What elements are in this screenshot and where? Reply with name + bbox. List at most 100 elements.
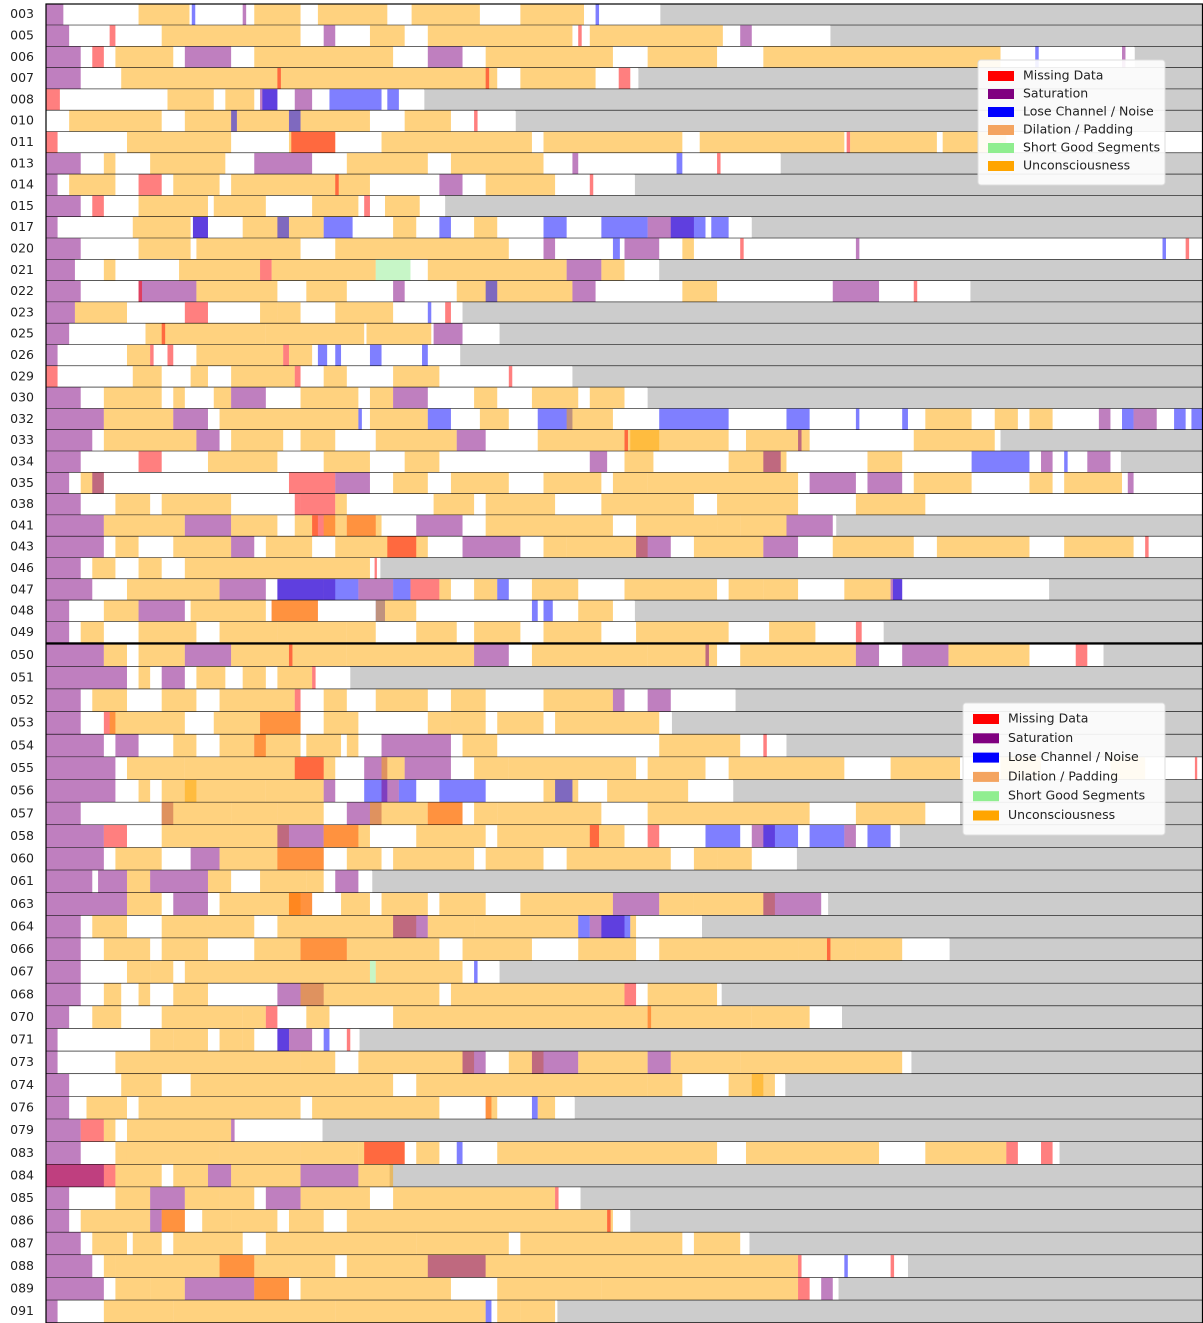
- segment: [288, 110, 301, 132]
- segment: [647, 825, 660, 848]
- segment: [161, 493, 232, 516]
- segment: [231, 1209, 278, 1233]
- segment: [607, 779, 689, 803]
- row-label: 013: [10, 155, 34, 170]
- remainder-bar: [574, 1096, 1203, 1120]
- segment: [404, 757, 451, 780]
- segment: [474, 757, 509, 780]
- segment: [150, 1209, 162, 1233]
- segment: [607, 1209, 611, 1233]
- segment: [46, 557, 81, 580]
- segment: [751, 1074, 775, 1097]
- segment: [855, 408, 860, 430]
- segment: [346, 1028, 351, 1052]
- segment: [462, 734, 498, 758]
- segment: [260, 870, 307, 893]
- segment: [173, 1300, 336, 1323]
- segment: [161, 1006, 243, 1029]
- segment: [300, 938, 347, 961]
- segment: [416, 515, 463, 537]
- segment: [630, 430, 729, 452]
- segment: [566, 408, 613, 430]
- segment: [769, 621, 816, 643]
- segment: [369, 802, 428, 826]
- segment: [497, 1141, 718, 1165]
- segment: [231, 1164, 301, 1188]
- row-label: 021: [10, 262, 34, 277]
- segment: [46, 323, 70, 345]
- segment: [369, 387, 394, 409]
- segment: [103, 1300, 174, 1323]
- segment: [231, 174, 370, 196]
- segment: [578, 915, 590, 939]
- segment: [161, 802, 232, 826]
- segment: [46, 579, 93, 601]
- segment: [462, 536, 521, 558]
- segment: [381, 779, 399, 803]
- segment: [161, 666, 185, 690]
- segment: [335, 302, 394, 324]
- segment: [497, 1277, 602, 1301]
- segment: [763, 892, 822, 916]
- segment: [543, 217, 567, 239]
- segment: [612, 238, 620, 260]
- segment: [1029, 408, 1053, 430]
- segment: [439, 779, 486, 803]
- segment: [46, 1232, 81, 1256]
- segment: [375, 600, 417, 622]
- segment: [277, 1028, 289, 1052]
- row-label: 058: [10, 828, 34, 843]
- segment: [335, 174, 339, 196]
- segment: [242, 4, 247, 26]
- segment: [537, 1096, 556, 1120]
- recording-bar: [46, 366, 573, 388]
- segment: [705, 825, 741, 848]
- segment: [300, 493, 336, 516]
- segment: [323, 579, 359, 601]
- segment: [913, 472, 972, 494]
- segment: [265, 323, 365, 345]
- segment: [786, 408, 810, 430]
- segment: [231, 366, 295, 388]
- remainder-bar: [630, 1209, 1203, 1233]
- segment: [485, 1300, 492, 1323]
- segment: [572, 153, 579, 175]
- segment: [485, 280, 498, 303]
- remainder-bar: [751, 217, 1203, 239]
- row-label: 034: [10, 453, 34, 468]
- segment: [855, 644, 880, 667]
- segment: [728, 579, 764, 601]
- segment: [1191, 408, 1203, 430]
- legend-swatch: [988, 143, 1014, 153]
- segment: [971, 451, 1030, 473]
- segment: [566, 847, 671, 871]
- row-label: 008: [10, 91, 34, 106]
- segment: [46, 408, 104, 430]
- segment: [323, 825, 370, 848]
- segment: [254, 938, 301, 961]
- segment: [150, 344, 154, 367]
- segment: [543, 689, 613, 712]
- segment: [92, 195, 104, 217]
- segment: [219, 734, 255, 758]
- segment: [262, 89, 278, 111]
- segment: [410, 579, 440, 601]
- segment: [184, 644, 232, 667]
- segment: [346, 515, 382, 537]
- segment: [636, 621, 729, 643]
- segment: [103, 644, 127, 667]
- segment: [312, 666, 316, 690]
- segment: [323, 515, 347, 537]
- remainder-bar: [557, 1300, 1203, 1323]
- segment: [1064, 472, 1123, 494]
- segment: [497, 579, 509, 601]
- remainder-bar: [460, 344, 1203, 367]
- segment: [427, 915, 475, 939]
- segment: [335, 344, 342, 367]
- segment: [184, 779, 266, 803]
- segment: [578, 1051, 648, 1075]
- segment: [1122, 408, 1134, 430]
- segment: [369, 960, 376, 984]
- segment: [682, 280, 718, 303]
- segment: [92, 46, 104, 68]
